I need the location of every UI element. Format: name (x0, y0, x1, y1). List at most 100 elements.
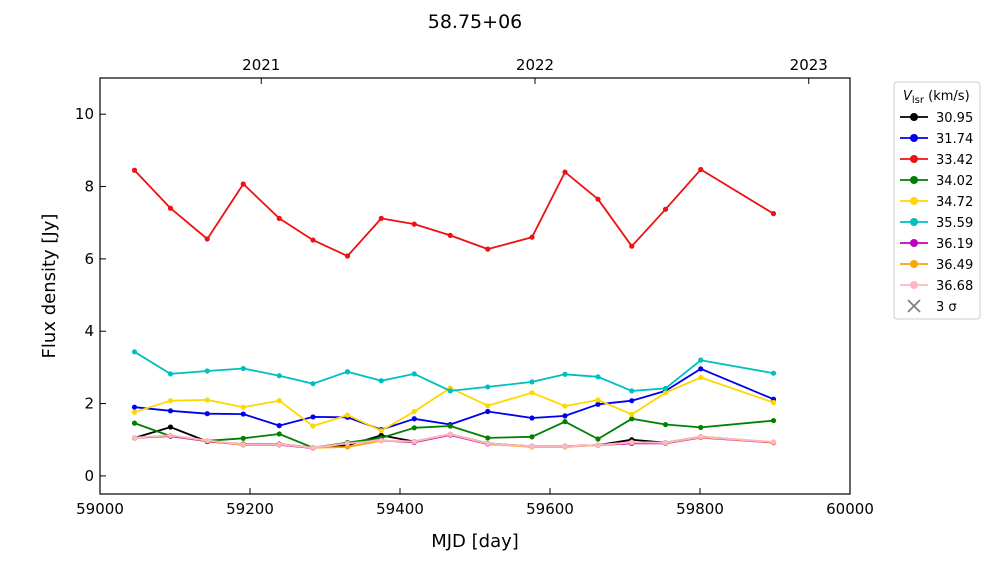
data-point (204, 397, 210, 403)
x-tick-label: 59800 (676, 500, 724, 518)
data-point (167, 398, 174, 404)
legend-item: 33.42 (900, 153, 973, 168)
data-point (698, 424, 704, 431)
legend-items: 30.95 31.74 33.42 34.02 34.72 35.59 36.19 36.49… (900, 111, 973, 315)
top-tick-label: 2023 (790, 56, 828, 74)
series-30.95 (131, 424, 777, 451)
legend-item-sigma: 3 σ (907, 299, 957, 315)
legend-item: 30.95 (900, 111, 973, 126)
data-point (204, 411, 210, 417)
data-point (240, 404, 246, 410)
data-point (698, 357, 704, 363)
data-point (770, 417, 777, 424)
legend-swatch-marker (910, 155, 918, 163)
data-point (167, 424, 174, 430)
chart-title: 58.75+06 (428, 11, 523, 33)
data-point (562, 403, 568, 409)
data-point (240, 435, 246, 441)
data-point (562, 419, 568, 425)
data-point (662, 385, 669, 391)
legend-label: 34.02 (936, 174, 973, 189)
legend-swatch-marker (910, 218, 918, 226)
data-point (411, 416, 417, 422)
data-point (485, 435, 491, 441)
data-point (770, 399, 777, 406)
data-point (276, 423, 282, 429)
top-tick-label: 2022 (516, 56, 554, 74)
data-point (378, 437, 384, 444)
data-point (595, 401, 601, 407)
data-point (529, 234, 535, 240)
data-point (562, 371, 568, 377)
legend-label: 34.72 (936, 195, 973, 210)
legend-item: 34.02 (900, 174, 973, 189)
data-point (276, 215, 282, 221)
y-tick-label: 10 (75, 105, 94, 123)
series-33.42 (131, 166, 777, 259)
legend-label-sigma: 3 σ (936, 300, 957, 315)
data-point (276, 398, 282, 404)
data-point (629, 398, 635, 404)
legend-label: 31.74 (936, 132, 973, 147)
legend-label: 36.19 (936, 237, 973, 252)
y-tick-label: 0 (84, 467, 94, 485)
series-35.59 (131, 349, 777, 394)
data-point (698, 166, 704, 173)
data-point (344, 253, 351, 259)
series-36.68 (131, 431, 777, 451)
series-line (134, 433, 774, 449)
data-point (204, 437, 210, 444)
data-point (131, 167, 138, 173)
data-point (447, 232, 453, 238)
data-point (411, 425, 417, 431)
legend-label: 33.42 (936, 153, 973, 168)
data-point (131, 409, 138, 415)
data-point (344, 369, 351, 375)
data-point (595, 436, 601, 442)
legend-item: 35.59 (900, 216, 973, 231)
x-tick-label: 59600 (526, 500, 574, 518)
x-tick-label: 59400 (376, 500, 424, 518)
data-point (529, 390, 535, 396)
plot-frame (99, 77, 851, 495)
legend-item: 31.74 (900, 132, 973, 147)
data-point (411, 438, 417, 445)
data-point (595, 196, 601, 202)
data-point (276, 431, 282, 437)
data-point (131, 420, 138, 426)
legend-swatch-marker (910, 134, 918, 142)
data-point (411, 408, 417, 415)
data-point (240, 365, 246, 372)
series-31.74 (131, 366, 777, 433)
data-point (529, 415, 535, 421)
data-point (167, 408, 174, 414)
series-line (134, 426, 774, 449)
data-point (276, 441, 282, 448)
x-tick-label: 59000 (76, 500, 124, 518)
legend-label: 36.68 (936, 279, 973, 294)
data-point (485, 384, 491, 390)
y-tick-label: 6 (84, 250, 94, 268)
legend-item: 34.72 (900, 195, 973, 210)
legend-label: 30.95 (936, 111, 973, 126)
legend-swatch-marker (910, 239, 918, 247)
data-point (131, 349, 138, 355)
legend-title-sub: lsr (912, 95, 925, 106)
data-point (485, 408, 491, 415)
data-point (595, 374, 601, 380)
data-point (595, 442, 601, 448)
y-axis-label: Flux density [Jy] (39, 214, 60, 359)
data-point (629, 388, 635, 394)
series-line (134, 376, 774, 432)
plot-area (131, 166, 777, 451)
legend-item: 36.68 (900, 279, 973, 294)
data-point (529, 443, 535, 449)
data-point (595, 397, 601, 403)
legend-swatch-marker (910, 260, 918, 268)
data-point (770, 211, 777, 217)
data-point (770, 370, 777, 376)
axes: 59000 59200 59400 59600 59800 60000 0 2 4 6 8 10 202… (75, 56, 874, 518)
series-34.72 (131, 374, 777, 434)
legend-swatch-marker (910, 176, 918, 184)
data-point (529, 379, 535, 385)
